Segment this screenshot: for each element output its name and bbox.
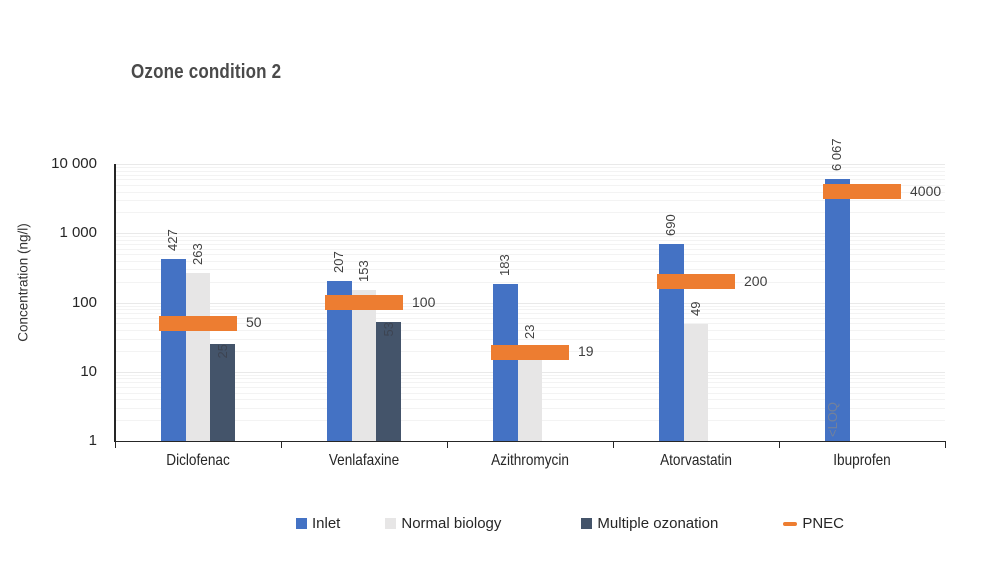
bar-normal-biology — [351, 289, 377, 441]
legend-label: Normal biology — [401, 515, 502, 532]
pnec-dash-icon — [783, 521, 798, 526]
bar-value-label: 23 — [522, 324, 537, 339]
major-gridline — [115, 233, 945, 235]
minor-gridline — [115, 184, 945, 186]
x-axis-tick — [612, 441, 614, 448]
y-axis-title: Concentration (ng/l) — [15, 223, 31, 342]
x-axis-line — [114, 440, 946, 442]
minor-gridline — [115, 170, 945, 172]
minor-gridline — [115, 248, 945, 250]
pnec-value-label: 19 — [578, 343, 594, 360]
bar-value-label: 690 — [663, 214, 679, 237]
bar-value-label-loq: <LOQ — [825, 401, 840, 437]
bar-value-label-inside: 53 — [380, 321, 396, 337]
pnec-value-label: 200 — [744, 272, 768, 289]
minor-gridline — [115, 179, 945, 181]
pnec-value-label: 100 — [412, 293, 436, 310]
x-axis-tick — [778, 441, 780, 448]
minor-gridline — [115, 191, 945, 193]
minor-gridline — [115, 317, 945, 319]
x-axis-tick — [280, 441, 282, 448]
bar-value-label: 6 067 — [829, 138, 845, 172]
minor-gridline — [115, 313, 945, 315]
minor-gridline — [115, 260, 945, 262]
x-axis-tick — [114, 441, 116, 448]
minor-gridline — [115, 167, 945, 169]
pnec-marker — [159, 315, 237, 331]
y-tick-label: 100 — [71, 293, 97, 311]
pnec-marker — [325, 295, 403, 310]
minor-gridline — [115, 305, 945, 307]
pnec-value-label: 50 — [246, 314, 262, 331]
major-gridline — [115, 302, 945, 304]
bar-value-label: 427 — [165, 229, 181, 251]
major-gridline — [115, 164, 945, 165]
minor-gridline — [115, 212, 945, 214]
pnec-value-label: 4000 — [910, 182, 942, 199]
bar-value-label-inside: 25 — [214, 344, 230, 359]
legend-label: Inlet — [312, 515, 341, 532]
y-tick-label: 10 — [80, 362, 97, 380]
minor-gridline — [115, 323, 945, 325]
bar-value-label: 207 — [331, 250, 347, 273]
minor-gridline — [115, 243, 945, 245]
x-axis-tick — [446, 441, 448, 448]
legend-item-pnec: PNEC — [783, 515, 844, 532]
y-tick-label: 1 000 — [59, 224, 97, 242]
bar-normal-biology — [185, 273, 211, 441]
category-label: Venlafaxine — [328, 452, 400, 469]
multiple-ozonation-swatch-icon — [581, 518, 593, 529]
bar-value-label: 263 — [190, 243, 205, 266]
legend: Inlet Normal biology Multiple ozonation … — [296, 515, 844, 532]
category-label: Azithromycin — [491, 452, 569, 469]
legend-label: PNEC — [802, 515, 845, 532]
pnec-marker — [823, 184, 901, 200]
bar-multiple-ozonation — [376, 321, 401, 441]
pnec-marker — [657, 274, 735, 290]
bar-multiple-ozonation — [210, 344, 235, 441]
y-tick-label: 1 — [88, 432, 97, 449]
minor-gridline — [115, 338, 945, 340]
minor-gridline — [115, 309, 945, 311]
category-label: Diclofenac — [166, 452, 230, 469]
bar-inlet — [825, 179, 850, 441]
bar-value-label: 49 — [688, 301, 703, 316]
minor-gridline — [115, 254, 945, 256]
category-label: Atorvastatin — [660, 452, 732, 469]
bar-inlet — [161, 258, 186, 441]
bar-normal-biology — [683, 323, 709, 441]
pnec-marker — [491, 344, 569, 360]
legend-item-inlet: Inlet — [296, 515, 340, 532]
bar-inlet — [493, 284, 518, 441]
minor-gridline — [115, 236, 945, 238]
x-axis-tick — [944, 441, 946, 448]
legend-item-normal-biology: Normal biology — [385, 515, 501, 532]
bar-value-label: 153 — [356, 260, 371, 282]
minor-gridline — [115, 174, 945, 176]
bar-value-label: 183 — [497, 254, 513, 277]
legend-label: Multiple ozonation — [597, 515, 719, 532]
category-label: Ibuprofen — [833, 452, 891, 469]
minor-gridline — [115, 269, 945, 271]
inlet-swatch-icon — [296, 518, 307, 529]
y-tick-label: 10 000 — [51, 155, 97, 172]
bar-normal-biology — [517, 346, 543, 441]
minor-gridline — [115, 330, 945, 332]
minor-gridline — [115, 281, 945, 283]
y-axis-line — [114, 164, 116, 441]
minor-gridline — [115, 239, 945, 241]
legend-item-multiple-ozonation: Multiple ozonation — [581, 515, 718, 532]
minor-gridline — [115, 200, 945, 202]
chart-title: Ozone condition 2 — [131, 61, 282, 83]
normal-biology-swatch-icon — [385, 518, 397, 529]
